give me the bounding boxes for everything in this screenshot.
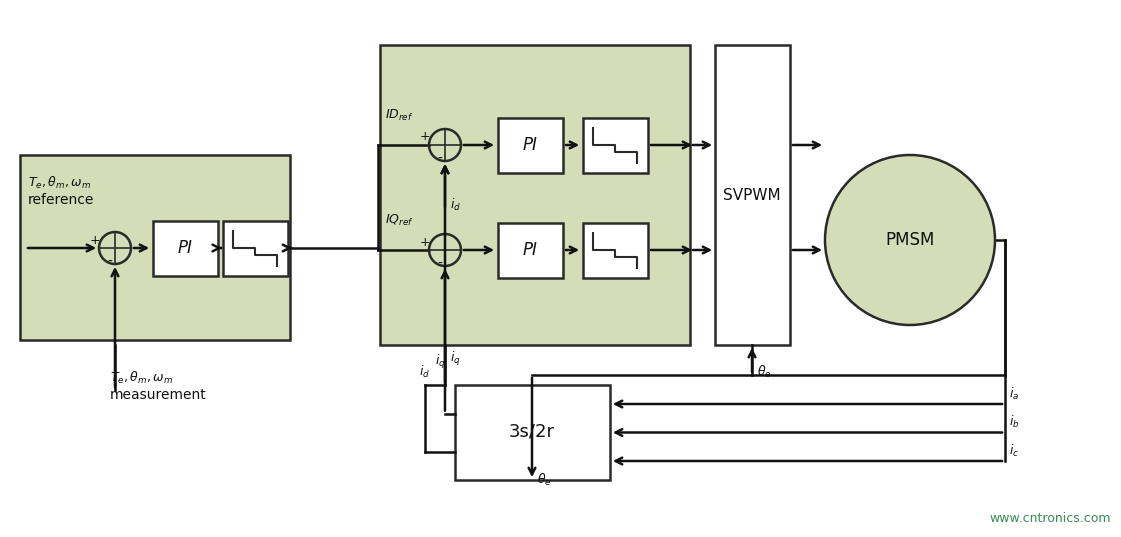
Text: PI: PI: [522, 136, 537, 154]
Text: -: -: [108, 255, 112, 269]
Text: PI: PI: [177, 239, 193, 257]
Text: 3s/2r: 3s/2r: [509, 423, 555, 441]
Text: PMSM: PMSM: [886, 231, 935, 249]
Bar: [498, 118, 563, 173]
Text: $\theta_e$: $\theta_e$: [537, 472, 552, 488]
Text: www.cntronics.com: www.cntronics.com: [990, 512, 1111, 525]
Text: $\theta_e$: $\theta_e$: [757, 364, 771, 380]
Text: $i_q$: $i_q$: [435, 353, 446, 371]
Bar: [498, 223, 563, 278]
Bar: [20, 155, 290, 340]
Bar: [715, 45, 790, 345]
Text: $i_c$: $i_c$: [1009, 443, 1019, 459]
Text: $T_e, \theta_m, \omega_m$: $T_e, \theta_m, \omega_m$: [28, 175, 91, 191]
Text: $i_a$: $i_a$: [1009, 386, 1019, 402]
Bar: [380, 45, 691, 345]
Text: $T_e, \theta_m, \omega_m$: $T_e, \theta_m, \omega_m$: [110, 370, 173, 386]
Text: -: -: [437, 152, 443, 166]
Text: SVPWM: SVPWM: [723, 187, 781, 202]
Text: reference: reference: [28, 193, 94, 207]
Text: -: -: [437, 257, 443, 271]
Text: $ID_{ref}$: $ID_{ref}$: [385, 107, 414, 122]
Text: $i_b$: $i_b$: [1009, 415, 1020, 431]
Text: PI: PI: [522, 241, 537, 259]
Text: measurement: measurement: [110, 388, 206, 402]
Bar: [583, 223, 648, 278]
Text: +: +: [419, 130, 430, 143]
Bar: [455, 385, 610, 480]
Bar: [583, 118, 648, 173]
Circle shape: [825, 155, 995, 325]
Text: $IQ_{ref}$: $IQ_{ref}$: [385, 213, 414, 228]
Text: $i_d$: $i_d$: [419, 364, 430, 380]
Text: $i_d$: $i_d$: [450, 197, 461, 213]
Bar: [152, 221, 217, 276]
Text: +: +: [419, 236, 430, 249]
Bar: [223, 221, 288, 276]
Text: +: +: [90, 234, 100, 246]
Text: $i_q$: $i_q$: [450, 350, 461, 368]
